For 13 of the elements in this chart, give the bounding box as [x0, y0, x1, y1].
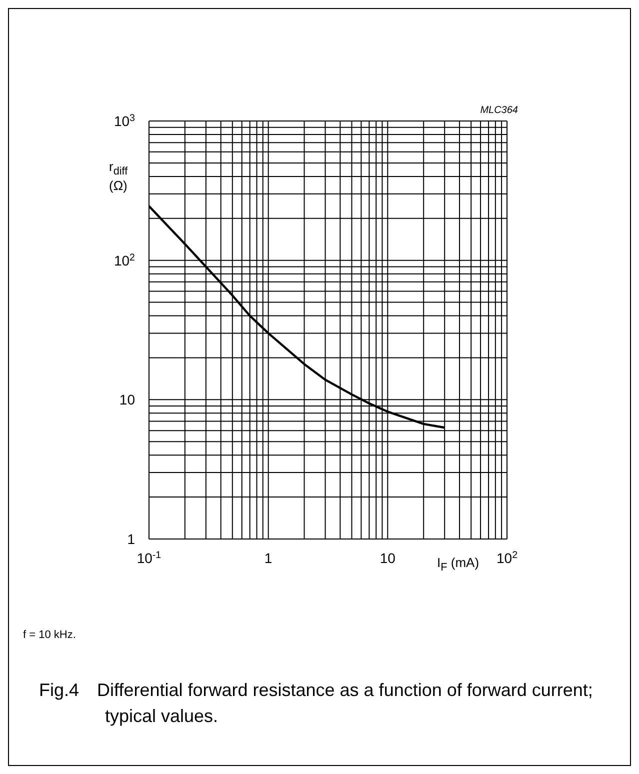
y-tick-label: 1 — [127, 531, 136, 547]
y-tick-label: 10 — [119, 392, 136, 408]
text: Fig.4 Differential forward resistance as a function of forward current; typical values. — [39, 679, 594, 728]
text: f = 10 kHz. — [23, 629, 76, 641]
y-axis-title: r$_{diff}$ (Ω) — [109, 159, 129, 193]
x-tick-label: 1 — [264, 550, 272, 566]
x-tick-label: 10 — [380, 550, 396, 566]
x-tick-label: 10$^{2}$ — [496, 550, 518, 566]
x-tick-label: 10$^{-1}$ — [136, 550, 162, 566]
x-axis-title: I$_{F}$ (mA) — [437, 555, 480, 574]
y-tick-label: 10$^{3}$ — [114, 112, 136, 129]
text: MLC364 — [480, 105, 518, 116]
y-tick-label: 10$^{2}$ — [114, 252, 135, 268]
